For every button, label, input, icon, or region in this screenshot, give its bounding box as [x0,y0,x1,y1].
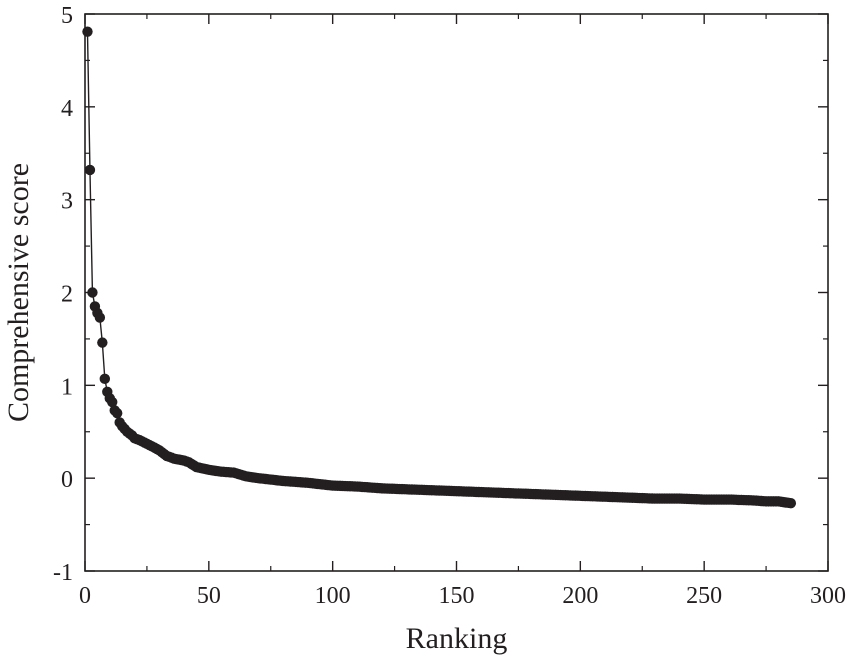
x-tick-label: 150 [439,583,475,609]
y-tick-label: 5 [61,3,73,29]
y-axis: -1 0 1 2 3 4 5 [53,3,828,586]
data-point [99,373,111,385]
x-tick-label: 200 [562,583,598,609]
data-point [785,498,797,509]
x-axis-label: Ranking [406,622,508,655]
y-tick-label: 1 [61,374,73,400]
x-tick-label: 50 [197,583,221,609]
y-tick-label: 4 [61,96,73,122]
y-tick-label: 0 [61,467,73,493]
data-point [82,26,93,37]
y-axis-label: Comprehensive score [2,163,35,422]
x-axis: 0 50 100 150 200 250 300 [79,14,846,609]
x-tick-label: 250 [686,583,722,609]
data-point [94,312,106,323]
y-tick-label: 2 [61,282,73,308]
series-line [86,31,791,504]
data-point [107,396,118,408]
x-tick-label: 100 [315,583,351,609]
data-point [97,337,108,348]
y-tick-label: -1 [53,560,73,586]
x-tick-label: 0 [79,583,91,609]
data-series [82,26,797,509]
data-point [84,164,96,176]
y-tick-label: 3 [61,189,73,215]
data-point [112,407,123,419]
x-tick-label: 300 [810,583,846,609]
